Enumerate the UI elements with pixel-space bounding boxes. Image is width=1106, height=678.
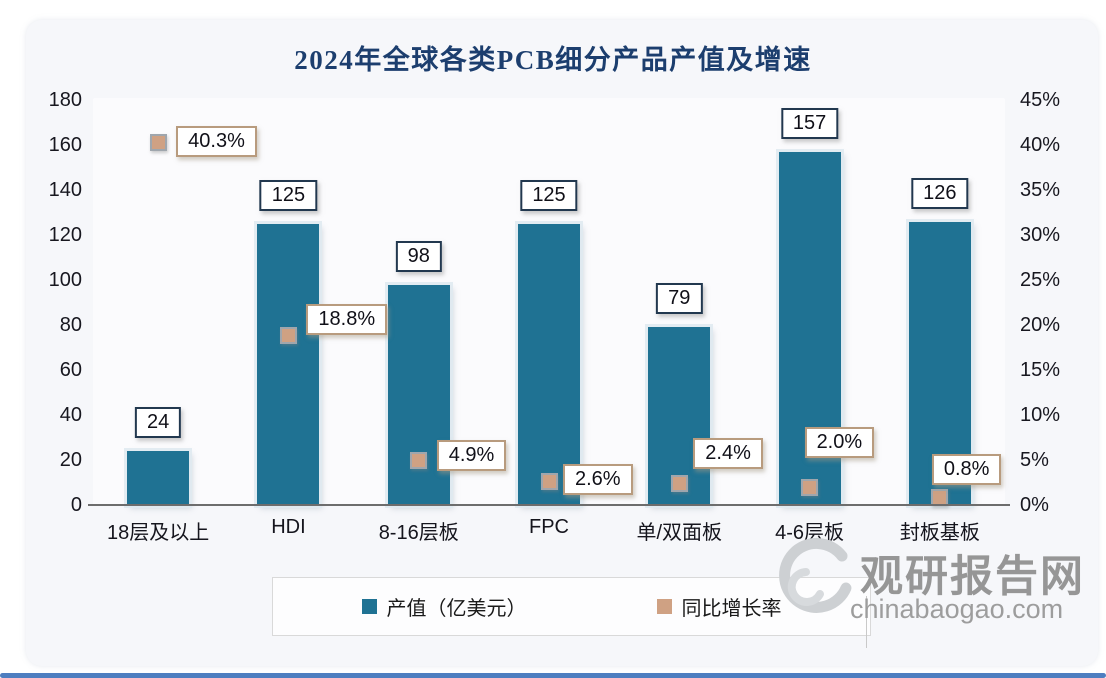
bottom-accent-bar: [0, 673, 1106, 678]
left-axis-tick-0: 180: [48, 89, 82, 111]
growth-marker-0: [149, 133, 167, 151]
growth-marker-2: [410, 452, 428, 470]
bar-3: [518, 223, 580, 505]
legend-swatch: [361, 599, 377, 614]
bar-value-label-3: 125: [520, 179, 578, 211]
bar-value-label-0: 24: [135, 407, 182, 438]
legend: 产值（亿美元） 同比增长率: [272, 577, 871, 636]
right-axis-tick-3: 30%: [1020, 224, 1061, 246]
bar-value-label-2: 98: [395, 240, 442, 272]
growth-value-label-3: 2.6%: [563, 463, 633, 495]
x-axis-label-0: 18层及以上: [107, 522, 210, 544]
left-axis-tick-1: 160: [48, 134, 82, 156]
x-axis-line: [88, 504, 1010, 506]
right-axis-tick-9: 0%: [1020, 494, 1049, 516]
x-axis-label-3: FPC: [529, 516, 569, 538]
bar-2: [387, 284, 450, 505]
x-axis-label-1: HDI: [271, 516, 306, 538]
bar-1: [257, 223, 320, 505]
legend-swatch: [656, 599, 672, 614]
bar-value-label-4: 79: [656, 283, 703, 315]
growth-value-label-2: 4.9%: [436, 439, 507, 471]
left-axis-tick-2: 140: [48, 179, 82, 201]
left-axis-tick-7: 40: [59, 404, 82, 426]
growth-marker-5: [801, 478, 819, 496]
right-axis-tick-5: 20%: [1020, 314, 1061, 336]
x-axis-label-2: 8-16层板: [378, 522, 459, 544]
legend-item-output-value: 产值（亿美元）: [361, 592, 527, 621]
legend-label: 产值（亿美元）: [386, 598, 527, 620]
bar-0: [127, 451, 190, 505]
left-axis-tick-8: 20: [59, 449, 82, 471]
right-axis-tick-2: 35%: [1020, 179, 1061, 201]
growth-marker-3: [540, 473, 558, 491]
x-axis-label-6: 封板基板: [899, 522, 980, 544]
right-axis-tick-6: 15%: [1020, 359, 1061, 381]
left-axis-tick-3: 120: [48, 224, 82, 246]
growth-value-label-6: 0.8%: [931, 453, 1002, 485]
growth-marker-4: [670, 474, 688, 492]
bar-value-label-6: 126: [911, 177, 969, 209]
growth-value-label-5: 2.0%: [804, 427, 875, 458]
growth-value-label-4: 2.4%: [693, 438, 763, 470]
right-axis-tick-8: 5%: [1020, 449, 1049, 471]
bar-value-label-1: 125: [259, 179, 318, 211]
right-axis-tick-1: 40%: [1020, 134, 1061, 156]
x-axis-label-4: 单/双面板: [636, 522, 723, 544]
growth-value-label-1: 18.8%: [306, 303, 388, 335]
left-axis-tick-4: 100: [48, 269, 82, 291]
bar-value-label-5: 157: [780, 107, 839, 139]
x-axis-label-5: 4-6层板: [775, 522, 845, 544]
right-axis-tick-7: 10%: [1020, 404, 1061, 426]
left-axis-tick-6: 60: [59, 359, 82, 381]
legend-label: 同比增长率: [681, 598, 782, 620]
chart-title: 2024年全球各类PCB细分产品产值及增速: [294, 45, 812, 75]
right-axis-tick-4: 25%: [1020, 269, 1061, 291]
growth-value-label-0: 40.3%: [176, 126, 257, 158]
left-axis-tick-5: 80: [59, 314, 82, 336]
right-axis-tick-0: 45%: [1020, 89, 1061, 111]
left-axis-tick-9: 0: [70, 494, 82, 516]
legend-item-growth-rate: 同比增长率: [656, 592, 782, 621]
growth-marker-1: [279, 327, 297, 345]
